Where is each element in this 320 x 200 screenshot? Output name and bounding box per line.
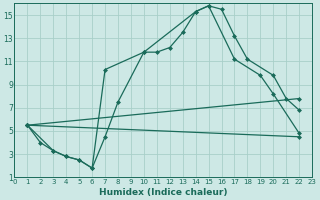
X-axis label: Humidex (Indice chaleur): Humidex (Indice chaleur) [99,188,228,197]
